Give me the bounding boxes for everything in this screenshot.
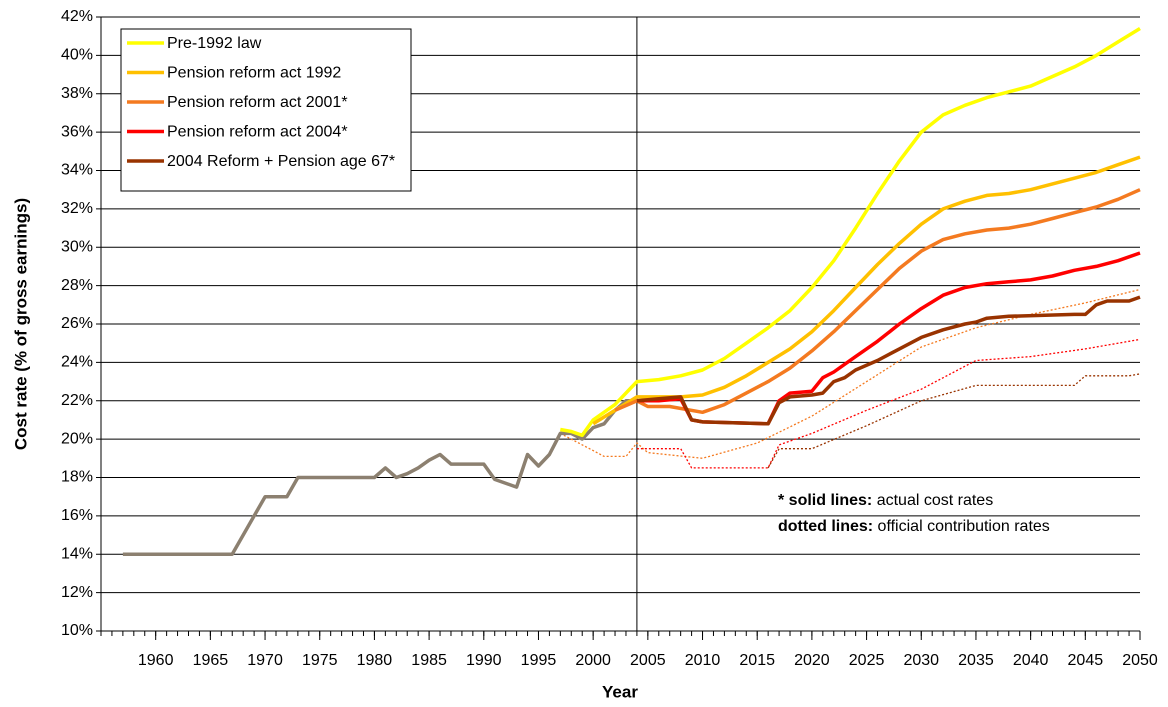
legend-box: [120, 28, 412, 192]
y-tick-label: 26%: [61, 315, 93, 332]
y-tick-label: 36%: [61, 123, 93, 140]
y-tick-label: 34%: [61, 162, 93, 179]
series-line: [559, 27, 1141, 438]
x-tick-label: 2015: [739, 652, 775, 669]
x-tick-label: 2045: [1068, 652, 1104, 669]
x-tick-label: 1990: [466, 652, 502, 669]
series-line: [614, 188, 1141, 415]
y-tick-label: 18%: [61, 469, 93, 486]
x-tick-label: 2040: [1013, 652, 1049, 669]
x-tick-label: 2035: [958, 652, 994, 669]
annotation-text: official contribution rates: [873, 518, 1050, 535]
x-tick-label: 1985: [411, 652, 447, 669]
annotation-text: actual cost rates: [872, 492, 993, 509]
y-tick-label: 14%: [61, 545, 93, 562]
legend: Pre-1992 law Pension reform act 1992 Pensi…: [120, 28, 412, 192]
y-tick-label: 16%: [61, 507, 93, 524]
y-tick-label: 40%: [61, 47, 93, 64]
y-tick-label: 30%: [61, 238, 93, 255]
y-tick-label: 32%: [61, 200, 93, 217]
x-tick-label: 2000: [575, 652, 611, 669]
legend-label: Pre-1992 law: [167, 35, 262, 52]
x-axis-label: Year: [602, 682, 638, 701]
annotation-bold: * solid lines:: [778, 492, 872, 509]
dotted-line: [559, 288, 1141, 459]
y-tick-label: 20%: [61, 430, 93, 447]
x-tick-label: 1975: [302, 652, 338, 669]
x-tick-label: 2050: [1122, 652, 1158, 669]
x-tick-label: 2020: [794, 652, 830, 669]
y-tick-label: 38%: [61, 85, 93, 102]
legend-label: Pension reform act 1992: [167, 65, 341, 82]
series-line: [122, 399, 637, 557]
annotation-bold: dotted lines:: [778, 518, 873, 535]
y-tick-label: 12%: [61, 584, 93, 601]
x-tick-label: 1965: [193, 652, 229, 669]
y-tick-label: 42%: [61, 8, 93, 25]
y-tick-label: 24%: [61, 354, 93, 371]
annotation: * solid lines: actual cost rates: [778, 492, 993, 509]
y-tick-label: 28%: [61, 277, 93, 294]
series-line: [592, 155, 1141, 426]
y-tick-label: 22%: [61, 392, 93, 409]
annotation: dotted lines: official contribution rate…: [778, 518, 1050, 535]
y-tick-label: 10%: [61, 622, 93, 639]
legend-label: Pension reform act 2001*: [167, 94, 348, 111]
x-tick-label: 1995: [521, 652, 557, 669]
dotted-line: [767, 373, 1141, 469]
y-axis-label: Cost rate (% of gross earnings): [11, 198, 30, 450]
x-tick-label: 2005: [630, 652, 666, 669]
dotted-line: [636, 338, 1141, 469]
legend-label: Pension reform act 2004*: [167, 124, 348, 141]
legend-label: 2004 Reform + Pension age 67*: [167, 153, 395, 170]
series-line: [636, 295, 1141, 426]
x-tick-label: 1960: [138, 652, 174, 669]
x-tick-label: 2010: [685, 652, 721, 669]
x-tick-label: 2030: [903, 652, 939, 669]
x-tick-label: 1980: [357, 652, 393, 669]
x-tick-label: 2025: [849, 652, 885, 669]
x-tick-label: 1970: [247, 652, 283, 669]
